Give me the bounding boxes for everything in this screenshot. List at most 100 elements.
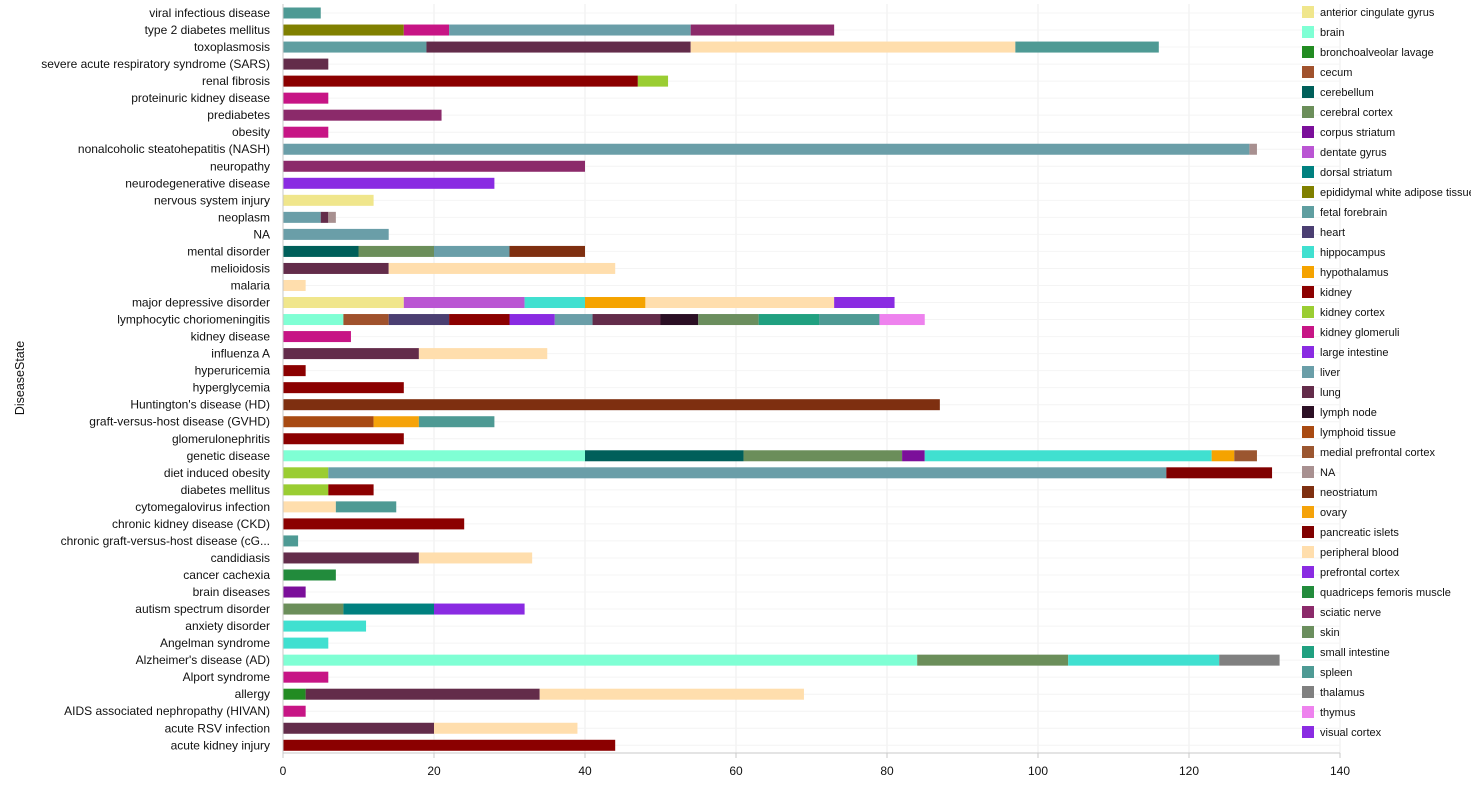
bar-segment-genetic-disease-corpus-striatum[interactable] <box>902 450 925 462</box>
bar-segment-alzheimer-s-disease-ad-hippocampus[interactable] <box>1068 654 1220 666</box>
bar-segment-huntington-s-disease-hd-neostriatum[interactable] <box>283 399 940 411</box>
legend-item-pancreatic-islets[interactable]: pancreatic islets <box>1302 526 1399 539</box>
legend-item-kidney-glomeruli[interactable]: kidney glomeruli <box>1302 326 1399 339</box>
legend-item-corpus-striatum[interactable]: corpus striatum <box>1302 126 1395 139</box>
bar-segment-nonalcoholic-steatohepatitis-nash-liver[interactable] <box>283 143 1250 155</box>
bar-segment-diet-induced-obesity-liver[interactable] <box>328 467 1167 479</box>
bar-segment-toxoplasmosis-spleen[interactable] <box>1015 41 1159 53</box>
bar-segment-chronic-graft-versus-host-disease-cg-spleen[interactable] <box>283 535 299 547</box>
bar-segment-influenza-a-lung[interactable] <box>283 348 419 360</box>
bar-segment-malaria-peripheral-blood[interactable] <box>283 279 306 291</box>
bar-segment-alzheimer-s-disease-ad-brain[interactable] <box>283 654 918 666</box>
legend-item-sciatic-nerve[interactable]: sciatic nerve <box>1302 606 1381 619</box>
bar-segment-acute-rsv-infection-peripheral-blood[interactable] <box>434 722 578 734</box>
bar-segment-mental-disorder-cerebral-cortex[interactable] <box>358 245 435 257</box>
bar-segment-lymphocytic-choriomeningitis-kidney[interactable] <box>449 314 510 326</box>
bar-segment-alport-syndrome-kidney-glomeruli[interactable] <box>283 671 329 683</box>
bar-segment-acute-rsv-infection-lung[interactable] <box>283 722 434 734</box>
legend-item-kidney-cortex[interactable]: kidney cortex <box>1302 306 1385 319</box>
bar-segment-viral-infectious-disease-spleen[interactable] <box>283 7 321 19</box>
legend-item-quadriceps-femoris-muscle[interactable]: quadriceps femoris muscle <box>1302 586 1451 599</box>
bar-segment-acute-kidney-injury-kidney[interactable] <box>283 739 616 751</box>
bar-segment-major-depressive-disorder-prefrontal-cortex[interactable] <box>834 297 895 309</box>
bar-segment-graft-versus-host-disease-gvhd-lymphoid-tissue[interactable] <box>283 416 374 428</box>
bar-segment-neuropathy-sciatic-nerve[interactable] <box>283 160 585 172</box>
legend-item-hypothalamus[interactable]: hypothalamus <box>1302 266 1389 279</box>
bar-segment-anxiety-disorder-hippocampus[interactable] <box>283 620 367 632</box>
legend-item-kidney[interactable]: kidney <box>1302 286 1352 299</box>
bar-segment-type-2-diabetes-mellitus-epididymal-white-adipose-tissue[interactable] <box>283 24 404 36</box>
bar-segment-kidney-disease-kidney-glomeruli[interactable] <box>283 331 351 343</box>
bar-segment-alzheimer-s-disease-ad-cerebral-cortex[interactable] <box>917 654 1069 666</box>
legend-item-brain[interactable]: brain <box>1302 26 1344 39</box>
bar-segment-genetic-disease-hypothalamus[interactable] <box>1211 450 1235 462</box>
legend-item-dentate-gyrus[interactable]: dentate gyrus <box>1302 146 1387 159</box>
bar-segment-genetic-disease-brain[interactable] <box>283 450 585 462</box>
bar-segment-obesity-kidney-glomeruli[interactable] <box>283 126 329 138</box>
legend-item-heart[interactable]: heart <box>1302 226 1345 239</box>
bar-segment-lymphocytic-choriomeningitis-large-intestine[interactable] <box>509 314 555 326</box>
bar-segment-genetic-disease-hippocampus[interactable] <box>924 450 1212 462</box>
bar-segment-chronic-kidney-disease-ckd-kidney[interactable] <box>283 518 465 530</box>
legend-item-visual-cortex[interactable]: visual cortex <box>1302 726 1382 739</box>
bar-segment-influenza-a-peripheral-blood[interactable] <box>418 348 548 360</box>
bar-segment-diet-induced-obesity-kidney-cortex[interactable] <box>283 467 329 479</box>
legend-item-bronchoalveolar-lavage[interactable]: bronchoalveolar lavage <box>1302 46 1434 59</box>
bar-segment-major-depressive-disorder-anterior-cingulate-gyrus[interactable] <box>283 297 404 309</box>
bar-segment-major-depressive-disorder-dentate-gyrus[interactable] <box>403 297 525 309</box>
bar-segment-toxoplasmosis-peripheral-blood[interactable] <box>690 41 1016 53</box>
bar-segment-genetic-disease-cerebral-cortex[interactable] <box>743 450 903 462</box>
bar-segment-major-depressive-disorder-peripheral-blood[interactable] <box>645 297 835 309</box>
bar-segment-candidiasis-peripheral-blood[interactable] <box>418 552 533 564</box>
bar-segment-lymphocytic-choriomeningitis-lymph-node[interactable] <box>660 314 699 326</box>
bar-segment-mental-disorder-cerebellum[interactable] <box>283 245 359 257</box>
legend-item-cecum[interactable]: cecum <box>1302 66 1352 79</box>
legend-item-lymph-node[interactable]: lymph node <box>1302 406 1377 419</box>
legend-item-anterior-cingulate-gyrus[interactable]: anterior cingulate gyrus <box>1302 6 1435 19</box>
bar-segment-glomerulonephritis-kidney[interactable] <box>283 433 404 445</box>
bar-segment-severe-acute-respiratory-syndrome-sars-lung[interactable] <box>283 58 329 70</box>
bar-segment-major-depressive-disorder-hypothalamus[interactable] <box>585 297 646 309</box>
bar-segment-renal-fibrosis-kidney[interactable] <box>283 75 638 87</box>
bar-segment-prediabetes-sciatic-nerve[interactable] <box>283 109 442 121</box>
bar-segment-autism-spectrum-disorder-cerebral-cortex[interactable] <box>283 603 344 615</box>
legend-item-dorsal-striatum[interactable]: dorsal striatum <box>1302 166 1392 179</box>
bar-segment-hyperuricemia-kidney[interactable] <box>283 365 306 377</box>
bar-segment-autism-spectrum-disorder-prefrontal-cortex[interactable] <box>434 603 525 615</box>
bar-segment-lymphocytic-choriomeningitis-liver[interactable] <box>554 314 593 326</box>
legend-item-thalamus[interactable]: thalamus <box>1302 686 1365 699</box>
legend-item-ovary[interactable]: ovary <box>1302 506 1347 519</box>
bar-segment-diet-induced-obesity-pancreatic-islets[interactable] <box>1166 467 1273 479</box>
bar-segment-aids-associated-nephropathy-hivan-kidney-glomeruli[interactable] <box>283 705 306 717</box>
bar-segment-nervous-system-injury-anterior-cingulate-gyrus[interactable] <box>283 194 374 206</box>
legend-item-lymphoid-tissue[interactable]: lymphoid tissue <box>1302 426 1396 439</box>
bar-segment-na-liver[interactable] <box>283 228 389 240</box>
legend-item-hippocampus[interactable]: hippocampus <box>1302 246 1386 259</box>
bar-segment-type-2-diabetes-mellitus-kidney-glomeruli[interactable] <box>403 24 450 36</box>
bar-segment-neurodegenerative-disease-prefrontal-cortex[interactable] <box>283 177 495 189</box>
bar-segment-nonalcoholic-steatohepatitis-nash-na[interactable] <box>1249 143 1257 155</box>
bar-segment-toxoplasmosis-fetal-forebrain[interactable] <box>283 41 427 53</box>
legend-item-peripheral-blood[interactable]: peripheral blood <box>1302 546 1399 559</box>
legend-item-spleen[interactable]: spleen <box>1302 666 1352 679</box>
bar-segment-allergy-bronchoalveolar-lavage[interactable] <box>283 688 306 700</box>
bar-segment-toxoplasmosis-lung[interactable] <box>426 41 691 53</box>
legend-item-neostriatum[interactable]: neostriatum <box>1302 486 1377 499</box>
bar-segment-type-2-diabetes-mellitus-sciatic-nerve[interactable] <box>690 24 835 36</box>
legend-item-na[interactable]: NA <box>1302 466 1336 479</box>
bar-segment-allergy-peripheral-blood[interactable] <box>539 688 804 700</box>
legend-item-epididymal-white-adipose-tissue[interactable]: epididymal white adipose tissue <box>1302 186 1471 199</box>
bar-segment-lymphocytic-choriomeningitis-lung[interactable] <box>592 314 661 326</box>
bar-segment-brain-diseases-corpus-striatum[interactable] <box>283 586 306 598</box>
bar-segment-lymphocytic-choriomeningitis-spleen[interactable] <box>819 314 880 326</box>
bar-segment-cytomegalovirus-infection-spleen[interactable] <box>335 501 397 513</box>
bar-segment-graft-versus-host-disease-gvhd-ovary[interactable] <box>373 416 419 428</box>
bar-segment-diabetes-mellitus-kidney[interactable] <box>328 484 374 496</box>
legend-item-lung[interactable]: lung <box>1302 386 1341 399</box>
legend-item-liver[interactable]: liver <box>1302 366 1341 379</box>
bar-segment-renal-fibrosis-kidney-cortex[interactable] <box>637 75 669 87</box>
bar-segment-melioidosis-lung[interactable] <box>283 262 389 274</box>
bar-segment-diabetes-mellitus-kidney-cortex[interactable] <box>283 484 329 496</box>
bar-segment-major-depressive-disorder-hippocampus[interactable] <box>524 297 585 309</box>
legend-item-prefrontal-cortex[interactable]: prefrontal cortex <box>1302 566 1400 579</box>
